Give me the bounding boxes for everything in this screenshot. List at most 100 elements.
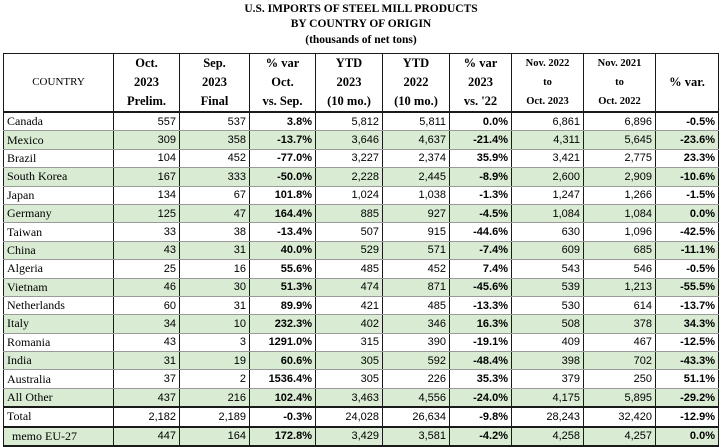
country-name: China	[3, 240, 114, 261]
cell-pct-var-12mo: 0.0%	[655, 203, 719, 224]
cell-nov21-oct22: 702	[583, 351, 656, 371]
cell-pct-var-oct-sep: 1536.4%	[249, 369, 316, 389]
cell-sep-2023: 3	[179, 332, 250, 353]
table-row: Total 2,182 2,189 -0.3% 24,028 26,634 -9.8% 28,…	[3, 406, 719, 428]
cell-nov21-oct22: 1,266	[583, 185, 656, 205]
cell-pct-var-oct-sep: -77.0%	[249, 148, 316, 169]
table-row: India 31 19 60.6% 305 592 -48.4% 398 702 -43.3%	[3, 351, 719, 371]
header-line: 2022	[403, 75, 429, 89]
cell-sep-2023: 30	[179, 277, 250, 297]
cell-pct-var-ytd: -19.1%	[449, 332, 512, 353]
cell-sep-2023: 216	[179, 387, 250, 408]
cell-pct-var-oct-sep: -50.0%	[249, 167, 316, 187]
cell-nov22-oct23: 508	[511, 314, 584, 334]
cell-ytd-2023: 3,463	[315, 387, 383, 408]
cell-sep-2023: 10	[179, 314, 250, 334]
cell-pct-var-12mo: 34.3%	[655, 314, 719, 334]
cell-nov21-oct22: 250	[583, 369, 656, 389]
table-row: Mexico 309 358 -13.7% 3,646 4,637 -21.4% 4,311 5…	[3, 130, 719, 150]
cell-ytd-2023: 3,227	[315, 148, 383, 169]
header-pct-var-12mo: % var.	[655, 53, 719, 113]
country-name: Algeria	[3, 259, 114, 279]
header-line: 2023	[336, 75, 362, 89]
cell-oct-2023: 134	[113, 185, 180, 205]
header-line: 2023	[134, 75, 159, 89]
cell-pct-var-ytd: 35.9%	[449, 148, 512, 169]
cell-pct-var-ytd: 0.0%	[449, 111, 512, 132]
cell-oct-2023: 2,182	[113, 406, 180, 428]
cell-nov21-oct22: 546	[583, 259, 656, 279]
cell-ytd-2023: 5,812	[315, 111, 383, 132]
cell-ytd-2023: 315	[315, 332, 383, 353]
cell-pct-var-oct-sep: -0.3%	[249, 406, 316, 428]
header-line: Sep.	[203, 56, 226, 70]
table-row: Germany 125 47 164.4% 885 927 -4.5% 1,084 1,084 0…	[3, 203, 719, 224]
cell-sep-2023: 16	[179, 259, 250, 279]
cell-pct-var-oct-sep: 1291.0%	[249, 332, 316, 353]
header-line: Oct.	[135, 56, 158, 70]
cell-oct-2023: 125	[113, 203, 180, 224]
cell-nov22-oct23: 543	[511, 259, 584, 279]
header-ytd-2022: YTD 2022 (10 mo.)	[382, 53, 450, 113]
cell-nov21-oct22: 5,895	[583, 387, 656, 408]
header-pct-var-ytd: % var 2023 vs. '22	[449, 53, 512, 113]
header-nov22-oct23: Nov. 2022 to Oct. 2023	[511, 53, 584, 113]
cell-ytd-2022: 390	[382, 332, 450, 353]
cell-ytd-2022: 452	[382, 259, 450, 279]
cell-pct-var-oct-sep: 89.9%	[249, 295, 316, 316]
cell-nov22-oct23: 379	[511, 369, 584, 389]
cell-ytd-2023: 402	[315, 314, 383, 334]
header-line: Final	[200, 94, 229, 108]
cell-pct-var-12mo: -23.6%	[655, 130, 719, 150]
cell-ytd-2023: 24,028	[315, 406, 383, 428]
cell-pct-var-ytd: -13.3%	[449, 295, 512, 316]
cell-pct-var-12mo: -1.5%	[655, 185, 719, 205]
cell-ytd-2023: 421	[315, 295, 383, 316]
header-line: Oct.	[271, 75, 294, 89]
cell-ytd-2023: 885	[315, 203, 383, 224]
cell-nov21-oct22: 378	[583, 314, 656, 334]
header-oct-2023: Oct. 2023 Prelim.	[113, 53, 180, 113]
cell-pct-var-ytd: -7.4%	[449, 240, 512, 261]
cell-ytd-2022: 927	[382, 203, 450, 224]
report-subtitle: BY COUNTRY OF ORIGIN	[290, 18, 432, 30]
table-row: China 43 31 40.0% 529 571 -7.4% 609 685 -11.1%	[3, 240, 719, 261]
cell-oct-2023: 37	[113, 369, 180, 389]
table-row: Australia 37 2 1536.4% 305 226 35.3% 379 250 51.1…	[3, 369, 719, 389]
cell-ytd-2023: 507	[315, 222, 383, 242]
cell-pct-var-ytd: -21.4%	[449, 130, 512, 150]
cell-sep-2023: 452	[179, 148, 250, 169]
cell-sep-2023: 67	[179, 185, 250, 205]
cell-ytd-2022: 571	[382, 240, 450, 261]
cell-ytd-2023: 529	[315, 240, 383, 261]
cell-oct-2023: 557	[113, 111, 180, 132]
cell-pct-var-ytd: 35.3%	[449, 369, 512, 389]
cell-ytd-2022: 485	[382, 295, 450, 316]
cell-pct-var-12mo: -42.5%	[655, 222, 719, 242]
country-name: Canada	[3, 111, 114, 132]
cell-nov21-oct22: 6,896	[583, 111, 656, 132]
steel-imports-table: COUNTRY Oct. 2023 Prelim. Sep. 2023 Final % var…	[3, 53, 719, 447]
cell-pct-var-oct-sep: 232.3%	[249, 314, 316, 334]
header-line: % var	[265, 56, 300, 70]
cell-pct-var-12mo: -55.5%	[655, 277, 719, 297]
cell-oct-2023: 43	[113, 332, 180, 353]
report-units: (thousands of net tons)	[305, 34, 417, 46]
cell-oct-2023: 34	[113, 314, 180, 334]
country-name: Romania	[3, 332, 114, 353]
header-line: COUNTRY	[32, 76, 85, 88]
cell-sep-2023: 47	[179, 203, 250, 224]
cell-ytd-2023: 305	[315, 351, 383, 371]
cell-ytd-2022: 1,038	[382, 185, 450, 205]
country-name: Mexico	[3, 130, 114, 150]
country-name: Germany	[3, 203, 114, 224]
header-line: (10 mo.)	[327, 94, 371, 108]
header-line: to	[543, 77, 552, 88]
cell-pct-var-oct-sep: 60.6%	[249, 351, 316, 371]
cell-ytd-2023: 3,646	[315, 130, 383, 150]
table-row: All Other 437 216 102.4% 3,463 4,556 -24.0% 4,1…	[3, 387, 719, 408]
header-line: % var.	[669, 75, 705, 89]
header-line: Nov. 2021	[597, 58, 642, 69]
cell-pct-var-ytd: -48.4%	[449, 351, 512, 371]
header-line: to	[615, 77, 624, 88]
